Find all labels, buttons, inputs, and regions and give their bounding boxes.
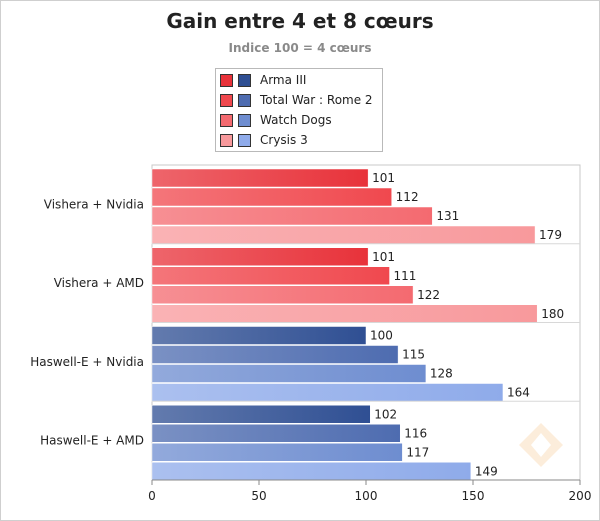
legend-item-arma-iii: Arma III	[220, 72, 380, 90]
bar	[151, 326, 367, 345]
legend-swatch-blue	[238, 74, 251, 87]
watermark-shape	[531, 433, 551, 457]
legend-swatch-blue	[238, 134, 251, 147]
data-label: 128	[430, 367, 453, 381]
data-label: 116	[404, 426, 427, 440]
data-label: 101	[372, 250, 395, 264]
category-label: Vishera + Nvidia	[44, 197, 144, 211]
legend-label: Watch Dogs	[260, 113, 332, 127]
bar	[151, 462, 472, 481]
chart-subtitle: Indice 100 = 4 cœurs	[228, 41, 372, 55]
bar	[151, 247, 369, 266]
legend-swatch-blue	[238, 114, 251, 127]
legend-swatch-blue	[238, 94, 251, 107]
data-label: 100	[370, 329, 393, 343]
x-tick-label: 50	[251, 489, 266, 503]
chart-title: Gain entre 4 et 8 cœurs	[166, 9, 434, 33]
x-tick-label: 150	[462, 489, 485, 503]
data-label: 149	[475, 464, 498, 478]
legend-item-watch-dogs: Watch Dogs	[220, 112, 380, 130]
bar	[151, 225, 536, 245]
legend: Arma III Total War : Rome 2 Watch Dogs C…	[215, 68, 383, 152]
legend-item-total-war: Total War : Rome 2	[220, 92, 380, 110]
category-label: Vishera + AMD	[54, 276, 144, 290]
bar	[151, 304, 538, 323]
data-label: 117	[406, 445, 429, 459]
legend-item-crysis-3: Crysis 3	[220, 132, 380, 150]
data-label: 111	[394, 269, 417, 283]
legend-label: Arma III	[260, 73, 307, 87]
x-tick-label: 200	[569, 489, 592, 503]
data-label: 102	[374, 407, 397, 421]
bar	[151, 285, 414, 304]
category-label: Haswell-E + AMD	[40, 434, 144, 448]
x-tick-label: 0	[148, 489, 156, 503]
legend-swatch-red	[220, 134, 233, 147]
legend-swatch-red	[220, 114, 233, 127]
data-label: 122	[417, 288, 440, 302]
data-label: 115	[402, 348, 425, 362]
bar	[151, 443, 403, 462]
bar	[151, 345, 399, 364]
legend-label: Crysis 3	[260, 133, 308, 147]
bar	[151, 383, 504, 402]
bar	[151, 424, 401, 443]
legend-swatch-red	[220, 74, 233, 87]
data-label: 164	[507, 386, 530, 400]
watermark-logo	[519, 423, 563, 467]
data-label: 112	[396, 190, 419, 204]
bar	[151, 364, 427, 383]
bar	[151, 168, 369, 188]
data-label: 179	[539, 228, 562, 242]
legend-swatch-red	[220, 94, 233, 107]
data-label: 180	[541, 307, 564, 321]
bar	[151, 405, 371, 424]
bar	[151, 206, 433, 226]
data-label: 131	[436, 209, 459, 223]
legend-label: Total War : Rome 2	[260, 93, 373, 107]
bar	[151, 187, 392, 207]
category-label: Haswell-E + Nvidia	[30, 355, 144, 369]
watermark-shape	[519, 423, 563, 467]
bar	[151, 266, 390, 285]
x-tick-label: 100	[355, 489, 378, 503]
data-label: 101	[372, 171, 395, 185]
